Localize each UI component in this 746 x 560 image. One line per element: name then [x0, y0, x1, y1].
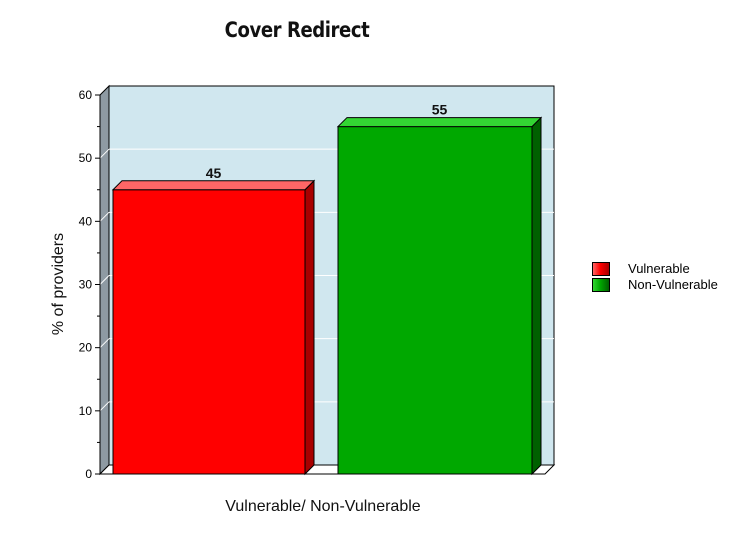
- gridline-wall: [99, 401, 110, 412]
- gridline-wall: [99, 275, 110, 285]
- y-axis-label: % of providers: [50, 233, 67, 335]
- bar-top-vulnerable: [111, 180, 316, 191]
- y-tick-label: 0: [85, 467, 92, 481]
- bar-side-non-vulnerable: [531, 116, 542, 476]
- bar-top-non-vulnerable: [336, 117, 543, 128]
- y-tick-label: 20: [79, 341, 93, 355]
- y-tick-label: 10: [79, 404, 93, 418]
- legend-swatch-non-vulnerable: [592, 278, 610, 292]
- legend-label-non-vulnerable: Non-Vulnerable: [628, 277, 718, 292]
- data-label-non-vulnerable: 55: [432, 102, 448, 118]
- y-tick-label: 40: [79, 214, 93, 228]
- y-tick-label: 60: [79, 88, 93, 102]
- bar-non-vulnerable: [337, 126, 533, 475]
- y-tick-label: 30: [79, 278, 93, 292]
- chart-title: Cover Redirect: [224, 18, 370, 42]
- gridline-wall: [99, 148, 110, 159]
- bars-layer: 45 55: [111, 102, 543, 476]
- gridline-wall: [99, 338, 110, 349]
- legend-label-vulnerable: Vulnerable: [628, 261, 690, 276]
- gridline-wall: [99, 211, 110, 222]
- legend-swatch-vulnerable: [592, 262, 610, 276]
- y-tick-label: 50: [79, 151, 93, 165]
- bar-vulnerable: [112, 189, 306, 475]
- bar-side-vulnerable: [304, 179, 315, 476]
- data-label-vulnerable: 45: [206, 165, 222, 181]
- x-axis-label: Vulnerable/ Non-Vulnerable: [225, 498, 420, 515]
